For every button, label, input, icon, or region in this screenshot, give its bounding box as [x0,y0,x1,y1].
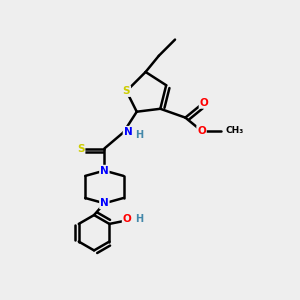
Text: H: H [135,130,143,140]
Text: N: N [124,127,132,137]
Text: O: O [123,214,131,224]
Text: O: O [197,126,206,136]
Text: O: O [200,98,208,108]
Text: S: S [77,143,85,154]
Text: H: H [136,214,144,224]
Text: S: S [123,86,130,96]
Text: N: N [100,198,109,208]
Text: N: N [100,166,109,176]
Text: CH₃: CH₃ [226,126,244,135]
